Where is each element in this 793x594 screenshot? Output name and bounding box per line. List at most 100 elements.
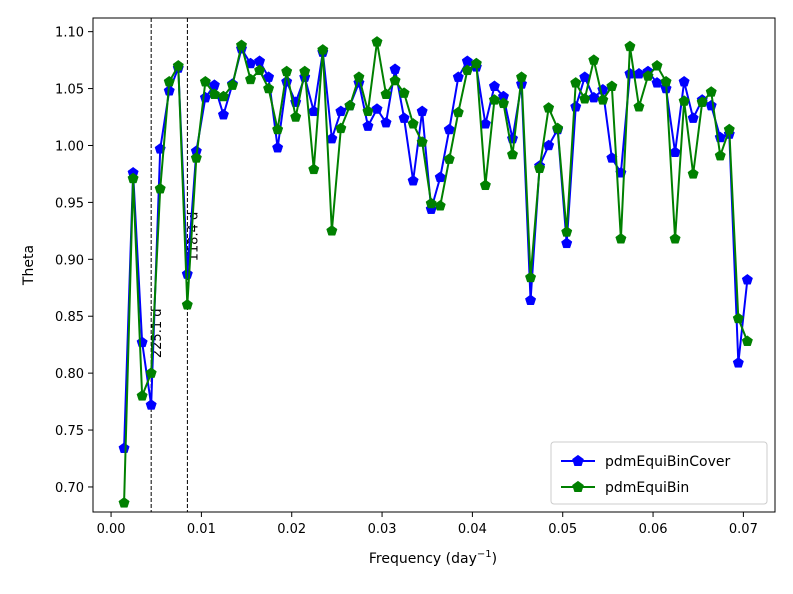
y-tick-label: 1.00 [55, 139, 84, 154]
legend-label: pdmEquiBin [605, 480, 689, 496]
data-point [597, 94, 609, 105]
data-point [226, 79, 238, 90]
data-point [461, 64, 473, 76]
data-point [317, 44, 329, 55]
data-point [190, 152, 202, 163]
data-point [705, 86, 717, 97]
data-point [208, 88, 220, 99]
legend-label: pdmEquiBinCover [605, 454, 731, 470]
y-axis-label: Theta [21, 245, 37, 286]
data-point [732, 357, 744, 368]
data-point [561, 237, 573, 249]
data-point [579, 93, 591, 104]
data-point [570, 77, 582, 88]
series-layer [118, 36, 753, 508]
data-point [308, 163, 320, 175]
data-point [172, 60, 184, 71]
data-point [443, 123, 455, 135]
data-point [380, 88, 392, 99]
data-point [615, 233, 627, 244]
data-point [470, 57, 482, 69]
x-tick-label: 0.00 [97, 522, 126, 537]
y-tick-label: 1.10 [55, 26, 84, 41]
data-point [263, 71, 275, 82]
data-point [145, 367, 157, 378]
data-point [118, 497, 130, 508]
data-point [642, 70, 654, 81]
x-tick-label: 0.03 [368, 522, 397, 537]
data-point [416, 136, 428, 147]
data-point [624, 40, 636, 52]
data-point [389, 63, 401, 74]
data-point [272, 123, 284, 135]
data-point [136, 390, 148, 401]
data-point [543, 102, 555, 113]
data-point [741, 273, 753, 285]
y-tick-label: 0.75 [55, 424, 84, 439]
y-tick-label: 1.05 [55, 83, 84, 98]
data-point [398, 87, 410, 98]
data-point [425, 197, 437, 209]
data-point [516, 71, 528, 82]
data-point [651, 60, 663, 71]
data-point [443, 153, 455, 164]
data-point [407, 174, 419, 186]
data-point [497, 97, 509, 109]
data-point [687, 168, 699, 179]
x-tick-label: 0.05 [548, 522, 577, 537]
data-point [687, 112, 699, 123]
data-point [245, 73, 257, 85]
data-point [181, 299, 193, 310]
data-point [299, 65, 311, 77]
data-point [525, 294, 537, 305]
data-point [127, 172, 139, 184]
data-point [452, 106, 464, 118]
data-point [434, 171, 446, 183]
data-point [552, 122, 564, 134]
legend: pdmEquiBinCover pdmEquiBin [550, 441, 768, 505]
data-point [660, 75, 672, 87]
x-tick-label: 0.06 [639, 522, 668, 537]
x-tick-label: 0.01 [187, 522, 216, 537]
data-point [389, 74, 401, 86]
data-point [217, 108, 229, 120]
x-axis-label-superscript: −1 [477, 549, 492, 560]
data-point [588, 91, 600, 103]
legend-marker [572, 454, 584, 466]
plot-frame [92, 17, 776, 513]
data-point [723, 123, 735, 135]
data-point [326, 225, 338, 236]
data-point [488, 80, 500, 91]
data-point [344, 99, 356, 111]
series-pdmEquiBin [118, 36, 753, 508]
data-point [362, 105, 374, 117]
data-point [588, 54, 600, 65]
data-point [362, 120, 374, 131]
data-point [606, 80, 618, 91]
data-point [398, 112, 410, 123]
data-point [272, 141, 284, 153]
data-point [371, 103, 383, 114]
data-point [335, 105, 347, 117]
data-point [506, 148, 519, 160]
data-point [407, 118, 419, 129]
data-point [416, 105, 428, 117]
data-point [371, 36, 383, 47]
data-point [525, 271, 537, 283]
data-point [534, 162, 546, 173]
data-point [380, 116, 392, 128]
data-point [163, 75, 175, 87]
plot-area [93, 18, 775, 512]
legend-marker [572, 480, 584, 492]
data-point [714, 149, 726, 161]
data-point [434, 200, 446, 211]
data-point [633, 100, 645, 112]
data-point [335, 122, 347, 134]
data-point [452, 71, 464, 82]
data-point [479, 179, 491, 191]
data-point [263, 82, 275, 94]
data-point [217, 90, 229, 102]
x-axis: 0.00 0.01 0.02 0.03 0.04 0.05 0.06 0.07 [97, 512, 758, 537]
data-point [741, 335, 753, 346]
